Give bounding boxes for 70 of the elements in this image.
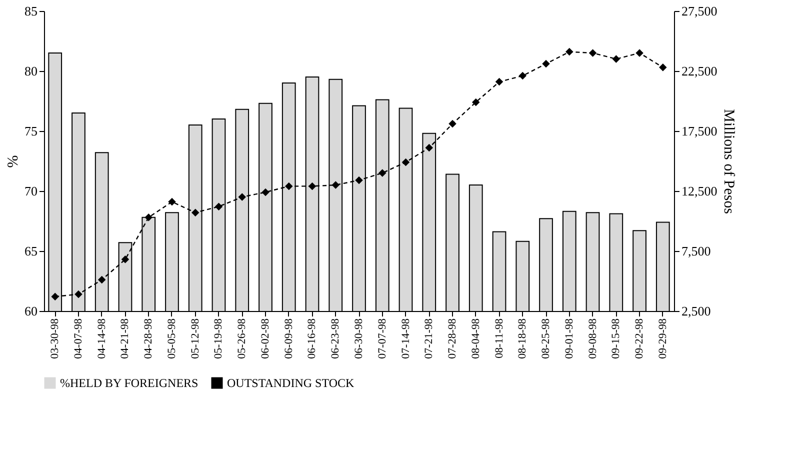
y2-tick-label: 17,500	[682, 124, 718, 138]
point	[51, 292, 59, 300]
point	[355, 176, 363, 184]
x-tick-label: 08-25-98	[540, 318, 552, 359]
x-tick-label: 07-28-98	[446, 318, 459, 359]
y-tick-label: 65	[24, 244, 38, 258]
point	[74, 290, 82, 298]
x-tick-label: 08-04-98	[470, 318, 482, 359]
point	[495, 78, 504, 86]
x-tick-label: 09-22-98	[634, 318, 646, 359]
point	[168, 198, 176, 206]
point	[566, 48, 574, 56]
point	[518, 72, 527, 80]
x-tick-label: 09-08-98	[586, 318, 599, 359]
x-tick-label: 04-21-98	[119, 318, 132, 359]
point	[378, 169, 386, 177]
legend-label: OUTSTANDING STOCK	[227, 376, 354, 390]
point	[262, 188, 270, 196]
x-tick-label: 08-11-98	[493, 318, 506, 358]
point	[425, 144, 434, 152]
point	[284, 182, 293, 190]
point	[214, 202, 223, 210]
point	[121, 256, 130, 264]
x-tick-label: 05-26-98	[236, 318, 248, 359]
x-tick-label: 09-15-98	[610, 318, 622, 359]
y-tick-label: 70	[24, 184, 38, 198]
point	[191, 208, 200, 216]
x-tick-label: 06-23-98	[330, 318, 342, 359]
y-axis-title: %	[6, 155, 22, 168]
point	[402, 158, 410, 166]
x-tick-label: 04-28-98	[142, 318, 155, 359]
point	[448, 120, 456, 128]
x-tick-label: 06-30-98	[353, 318, 365, 359]
x-tick-label: 07-07-98	[376, 318, 388, 359]
x-tick-label: 09-29-98	[656, 318, 669, 359]
point	[636, 49, 644, 57]
point	[238, 193, 246, 201]
y2-tick-label: 7,500	[682, 244, 711, 258]
point	[332, 181, 340, 189]
x-tick-label: 08-18-98	[516, 318, 529, 359]
x-tick-label: 07-21-98	[423, 318, 436, 359]
y2-tick-label: 2,500	[682, 304, 711, 318]
y2-tick-label: 27,500	[682, 4, 718, 18]
x-tick-label: 09-01-98	[563, 318, 576, 359]
x-tick-label: 04-14-98	[96, 318, 108, 359]
point	[612, 55, 620, 63]
y2-tick-label: 12,500	[682, 184, 718, 198]
y-tick-label: 75	[24, 124, 38, 138]
point	[588, 49, 597, 57]
point	[472, 98, 480, 106]
x-tick-label: 03-30-98	[49, 318, 62, 359]
x-tick-label: 04-07-98	[72, 318, 84, 359]
point	[98, 276, 106, 284]
x-tick-label: 05-12-98	[189, 318, 202, 359]
x-tick-label: 07-14-98	[400, 318, 412, 359]
x-tick-label: 05-19-98	[212, 318, 225, 359]
x-tick-label: 06-16-98	[306, 318, 318, 359]
legend-label: %HELD BY FOREIGNERS	[60, 376, 198, 390]
point	[659, 64, 667, 72]
x-tick-label: 06-02-98	[259, 318, 272, 359]
y2-tick-label: 22,500	[682, 64, 718, 78]
point	[308, 182, 316, 190]
point	[542, 60, 550, 68]
y2-axis-title: Millions of Pesos	[720, 108, 736, 214]
point	[144, 214, 152, 222]
y-tick-label: 80	[24, 64, 38, 78]
x-tick-label: 05-05-98	[166, 318, 178, 359]
y-tick-label: 60	[24, 304, 38, 318]
y-tick-label: 85	[24, 4, 38, 18]
x-tick-label: 06-09-98	[282, 318, 295, 359]
